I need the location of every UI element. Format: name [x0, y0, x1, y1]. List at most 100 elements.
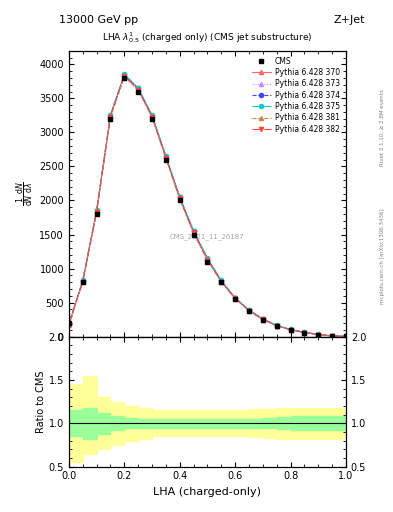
Pythia 6.428 382	[261, 316, 265, 323]
Pythia 6.428 375	[136, 85, 140, 91]
Pythia 6.428 381	[94, 209, 99, 216]
Pythia 6.428 375	[330, 333, 334, 339]
Pythia 6.428 374	[108, 113, 113, 119]
Pythia 6.428 374	[163, 154, 168, 160]
Line: Pythia 6.428 375: Pythia 6.428 375	[67, 72, 348, 338]
Pythia 6.428 373	[163, 154, 168, 160]
Pythia 6.428 381	[274, 323, 279, 329]
Pythia 6.428 375	[219, 278, 224, 284]
Pythia 6.428 381	[177, 196, 182, 202]
Text: Rivet 3.1.10, ≥ 2.8M events: Rivet 3.1.10, ≥ 2.8M events	[380, 90, 385, 166]
Pythia 6.428 374	[205, 255, 210, 262]
Pythia 6.428 374	[219, 278, 224, 284]
Pythia 6.428 374	[122, 72, 127, 78]
Pythia 6.428 374	[302, 329, 307, 335]
Text: mcplots.cern.ch [arXiv:1306.3436]: mcplots.cern.ch [arXiv:1306.3436]	[380, 208, 385, 304]
Pythia 6.428 374	[66, 321, 71, 327]
Pythia 6.428 375	[316, 331, 321, 337]
Pythia 6.428 374	[94, 208, 99, 214]
Pythia 6.428 382	[219, 279, 224, 285]
Pythia 6.428 382	[66, 322, 71, 328]
Pythia 6.428 375	[163, 153, 168, 159]
Pythia 6.428 382	[136, 87, 140, 93]
Pythia 6.428 375	[80, 278, 85, 284]
Pythia 6.428 381	[233, 295, 237, 302]
Pythia 6.428 382	[288, 327, 293, 333]
Pythia 6.428 370	[288, 327, 293, 333]
Pythia 6.428 375	[261, 316, 265, 322]
Pythia 6.428 375	[122, 71, 127, 77]
Text: CMS_2021_11_26187: CMS_2021_11_26187	[170, 233, 245, 240]
Pythia 6.428 373	[219, 279, 224, 285]
Pythia 6.428 381	[219, 279, 224, 285]
Pythia 6.428 373	[274, 323, 279, 329]
Pythia 6.428 370	[108, 112, 113, 118]
Pythia 6.428 373	[261, 316, 265, 323]
Pythia 6.428 370	[122, 72, 127, 78]
Pythia 6.428 370	[247, 307, 252, 313]
Pythia 6.428 375	[150, 112, 154, 118]
Pythia 6.428 370	[177, 194, 182, 200]
Pythia 6.428 373	[288, 327, 293, 333]
Pythia 6.428 374	[247, 307, 252, 313]
Pythia 6.428 370	[136, 85, 140, 91]
Pythia 6.428 381	[122, 74, 127, 80]
Line: Pythia 6.428 381: Pythia 6.428 381	[67, 74, 348, 338]
Line: Pythia 6.428 370: Pythia 6.428 370	[67, 73, 348, 338]
Pythia 6.428 382	[122, 73, 127, 79]
Pythia 6.428 373	[150, 113, 154, 119]
Text: Z+Jet: Z+Jet	[334, 15, 365, 26]
Pythia 6.428 370	[66, 322, 71, 328]
Pythia 6.428 374	[233, 295, 237, 301]
Pythia 6.428 381	[343, 333, 348, 339]
Pythia 6.428 370	[205, 255, 210, 262]
Pythia 6.428 382	[191, 229, 196, 236]
Pythia 6.428 373	[233, 295, 237, 301]
Pythia 6.428 375	[191, 228, 196, 234]
Pythia 6.428 381	[288, 327, 293, 333]
Line: Pythia 6.428 374: Pythia 6.428 374	[67, 73, 348, 338]
Y-axis label: $\frac{1}{\mathrm{d}N}\frac{\mathrm{d}N}{\mathrm{d}\lambda}$: $\frac{1}{\mathrm{d}N}\frac{\mathrm{d}N}…	[15, 181, 37, 206]
Pythia 6.428 375	[247, 307, 252, 313]
Pythia 6.428 381	[247, 308, 252, 314]
Pythia 6.428 375	[205, 255, 210, 261]
Pythia 6.428 373	[136, 86, 140, 92]
Pythia 6.428 375	[94, 207, 99, 214]
Pythia 6.428 370	[233, 295, 237, 301]
Pythia 6.428 373	[316, 331, 321, 337]
Pythia 6.428 375	[177, 194, 182, 200]
Pythia 6.428 374	[261, 316, 265, 322]
Pythia 6.428 382	[150, 114, 154, 120]
Pythia 6.428 373	[247, 307, 252, 313]
Pythia 6.428 373	[80, 279, 85, 285]
Pythia 6.428 381	[66, 322, 71, 328]
Pythia 6.428 381	[108, 114, 113, 120]
Pythia 6.428 381	[330, 333, 334, 339]
Pythia 6.428 370	[191, 228, 196, 234]
Legend: CMS, Pythia 6.428 370, Pythia 6.428 373, Pythia 6.428 374, Pythia 6.428 375, Pyt: CMS, Pythia 6.428 370, Pythia 6.428 373,…	[250, 55, 342, 136]
Pythia 6.428 370	[343, 333, 348, 339]
Pythia 6.428 373	[66, 321, 71, 327]
Pythia 6.428 375	[274, 322, 279, 328]
Pythia 6.428 370	[330, 333, 334, 339]
Pythia 6.428 375	[108, 112, 113, 118]
Text: 13000 GeV pp: 13000 GeV pp	[59, 15, 138, 26]
Pythia 6.428 381	[136, 87, 140, 93]
Pythia 6.428 382	[80, 279, 85, 285]
Pythia 6.428 381	[150, 114, 154, 120]
Pythia 6.428 373	[330, 333, 334, 339]
Pythia 6.428 373	[191, 229, 196, 235]
Pythia 6.428 373	[205, 256, 210, 262]
Pythia 6.428 374	[177, 195, 182, 201]
Pythia 6.428 374	[288, 327, 293, 333]
Pythia 6.428 374	[316, 331, 321, 337]
Pythia 6.428 375	[66, 321, 71, 327]
Pythia 6.428 382	[302, 329, 307, 335]
Pythia 6.428 370	[94, 207, 99, 214]
Pythia 6.428 373	[122, 72, 127, 78]
Pythia 6.428 382	[330, 333, 334, 339]
Pythia 6.428 375	[343, 333, 348, 339]
X-axis label: LHA (charged-only): LHA (charged-only)	[153, 487, 261, 497]
Pythia 6.428 382	[316, 331, 321, 337]
Y-axis label: Ratio to CMS: Ratio to CMS	[36, 370, 46, 433]
